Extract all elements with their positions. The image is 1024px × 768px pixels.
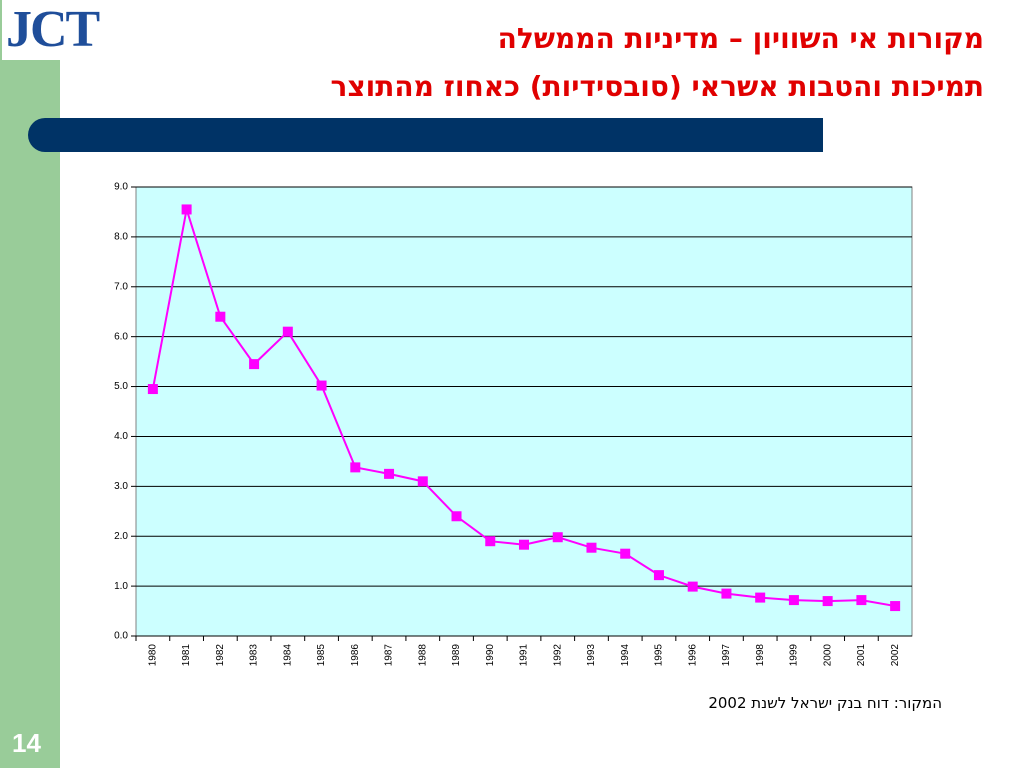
y-tick-label: 8.0 xyxy=(114,232,128,243)
data-point xyxy=(519,539,529,550)
y-tick-label: 2.0 xyxy=(114,531,128,542)
x-tick-label: 1998 xyxy=(755,644,766,667)
y-tick-label: 5.0 xyxy=(114,381,128,392)
data-point xyxy=(552,532,563,543)
data-point xyxy=(856,595,867,606)
x-tick-label: 1984 xyxy=(282,644,293,667)
x-tick-label: 2000 xyxy=(822,644,833,667)
x-tick-label: 1996 xyxy=(687,644,698,667)
x-tick-label: 1990 xyxy=(485,644,496,667)
x-tick-label: 1991 xyxy=(519,644,530,667)
x-tick-label: 2002 xyxy=(890,644,901,667)
x-tick-label: 1981 xyxy=(181,644,192,667)
y-tick-label: 7.0 xyxy=(114,281,128,292)
plot-area xyxy=(135,186,913,637)
y-tick-label: 4.0 xyxy=(114,431,128,442)
header-bar xyxy=(28,118,823,152)
y-tick-label: 6.0 xyxy=(114,331,128,342)
data-point xyxy=(788,595,799,606)
x-tick-label: 1986 xyxy=(350,644,361,667)
logo: JCT xyxy=(2,0,103,60)
data-point xyxy=(485,536,496,547)
source-note: המקור: דוח בנק ישראל לשנת 2002 xyxy=(708,694,942,712)
x-tick-label: 1988 xyxy=(417,644,428,667)
x-tick-label: 1997 xyxy=(721,644,732,667)
title-line: מקורות אי השוויון – מדיניות הממשלה xyxy=(497,22,984,55)
data-point xyxy=(181,204,192,215)
data-point xyxy=(653,570,664,581)
data-point xyxy=(890,601,901,612)
data-point xyxy=(350,462,361,473)
x-tick-label: 1993 xyxy=(586,644,597,667)
x-tick-label: 2001 xyxy=(856,644,867,667)
data-point xyxy=(417,476,428,487)
y-tick-label: 3.0 xyxy=(114,481,128,492)
data-point xyxy=(620,548,631,559)
data-point xyxy=(451,511,462,522)
data-point xyxy=(147,384,158,395)
x-tick-label: 1994 xyxy=(620,644,631,667)
x-tick-label: 1989 xyxy=(451,644,462,667)
x-tick-label: 1983 xyxy=(249,644,260,667)
x-tick-label: 1987 xyxy=(384,644,395,667)
x-tick-label: 1980 xyxy=(148,644,159,667)
data-point xyxy=(249,359,260,370)
data-point xyxy=(822,596,833,607)
x-tick-label: 1985 xyxy=(316,644,327,667)
x-tick-label: 1999 xyxy=(789,644,800,667)
data-point xyxy=(755,592,766,603)
x-tick-label: 1992 xyxy=(552,644,563,667)
data-point xyxy=(721,588,732,599)
data-point xyxy=(316,380,327,391)
data-point xyxy=(215,311,226,322)
title-line: תמיכות והטבות אשראי (סובסידיות) כאחוז מה… xyxy=(330,70,984,103)
data-point xyxy=(282,326,293,337)
data-point xyxy=(586,542,597,553)
y-tick-label: 9.0 xyxy=(114,182,128,193)
x-tick-label: 1995 xyxy=(654,644,665,667)
y-tick-label: 0.0 xyxy=(114,631,128,642)
data-point xyxy=(687,581,698,592)
data-point xyxy=(384,468,395,479)
x-tick-label: 1982 xyxy=(215,644,226,667)
y-tick-label: 1.0 xyxy=(114,581,128,592)
page-number: 14 xyxy=(12,728,41,758)
